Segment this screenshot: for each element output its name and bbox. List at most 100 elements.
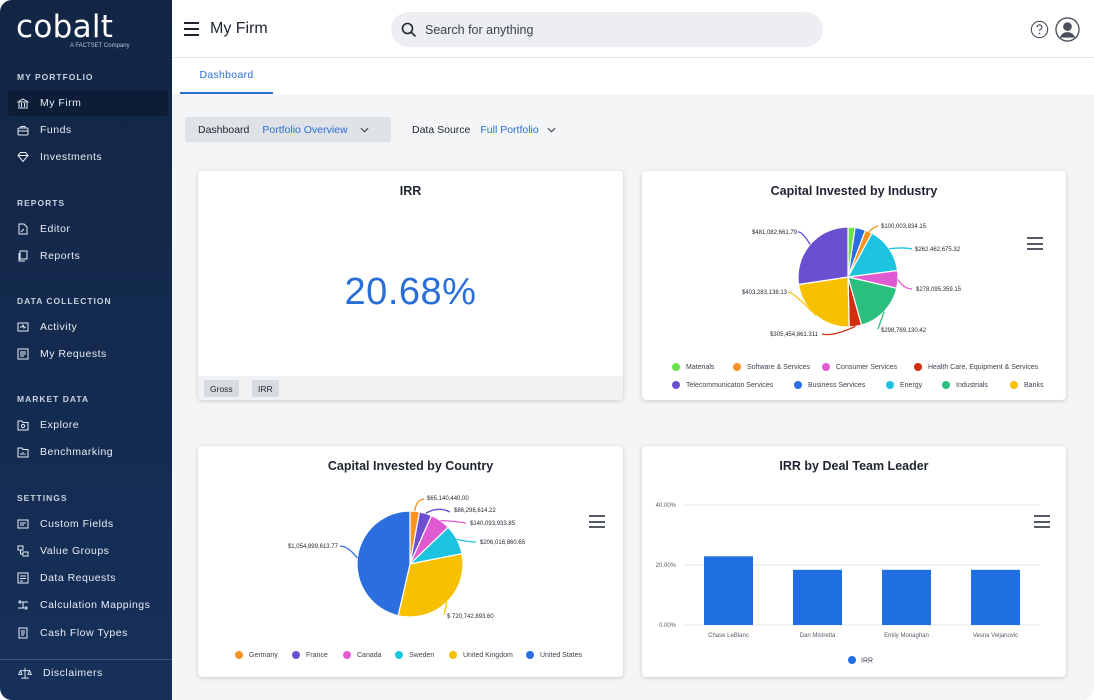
tab-dashboard[interactable]: Dashboard: [180, 58, 273, 94]
pie-slice-united-states[interactable]: [356, 510, 411, 617]
legend-item-energy[interactable]: Energy: [886, 381, 922, 389]
data-label-connector: [889, 247, 913, 250]
fields-icon: [17, 519, 29, 529]
help-icon[interactable]: [1030, 20, 1049, 39]
irr-card-title: IRR: [399, 184, 422, 198]
sidebar-item-disclaimers[interactable]: Disclaimers: [9, 660, 169, 686]
data-label-connector: [897, 279, 913, 290]
legend-label: Canada: [357, 651, 382, 659]
sidebar-item-investments[interactable]: Investments: [8, 144, 168, 170]
sidebar-item-label: Activity: [40, 321, 78, 333]
legend-label: United States: [540, 651, 583, 659]
sidebar-item-editor[interactable]: Editor: [8, 216, 168, 242]
user-avatar-icon[interactable]: [1055, 17, 1080, 42]
brand-name: cobalt: [16, 9, 114, 45]
legend-item-united-kingdom[interactable]: United Kingdom: [449, 651, 513, 659]
sidebar-item-label: Investments: [40, 151, 103, 163]
legend-dot: [914, 363, 922, 371]
pie-data-label: $86,298,614.22: [454, 508, 496, 514]
legend-item-canada[interactable]: Canada: [343, 651, 382, 659]
legend-dot: [672, 381, 680, 389]
legend-item-software-services[interactable]: Software & Services: [733, 363, 810, 371]
sidebar-item-activity[interactable]: Activity: [8, 314, 168, 340]
legend-dot: [526, 651, 534, 659]
x-tick-label: Chase LeBlanc: [708, 633, 749, 639]
sidebar-item-calculation-mappings[interactable]: Calculation Mappings: [8, 592, 168, 618]
sidebar-item-custom-fields[interactable]: Custom Fields: [8, 511, 168, 537]
sidebar-section-title: DATA COLLECTION: [17, 296, 112, 306]
pie-data-label: $262,462,675.32: [915, 247, 961, 253]
legend-label: Telecommunicaton Services: [686, 381, 774, 389]
legend-item-banks[interactable]: Banks: [1010, 381, 1043, 389]
dashboard-label: Dashboard: [198, 123, 250, 136]
legend-item-materials[interactable]: Materials: [672, 363, 714, 371]
legend-item-telecommunicaton-services[interactable]: Telecommunicaton Services: [672, 381, 773, 389]
bar-dan-mistretta[interactable]: [793, 569, 842, 625]
legend-dot: [395, 651, 403, 659]
legend-dot: [235, 651, 243, 659]
bar-chase-leblanc[interactable]: [704, 556, 753, 625]
search-input[interactable]: [425, 22, 805, 37]
legend-dot: [886, 381, 894, 389]
search-icon: [401, 22, 417, 37]
data-label-connector: [797, 231, 811, 245]
sidebar-item-reports[interactable]: Reports: [8, 243, 168, 269]
irr-chip[interactable]: IRR: [252, 380, 279, 397]
sidebar-item-explore[interactable]: Explore: [8, 412, 168, 438]
pie-data-label: $305,454,861.311: [770, 332, 819, 338]
chart-menu-icon[interactable]: [1034, 515, 1050, 528]
sidebar-divider: [0, 659, 172, 660]
gross-chip[interactable]: Gross: [204, 380, 239, 397]
bar-vesna-veljanovic[interactable]: [971, 569, 1020, 625]
irr-footer: Gross IRR: [198, 376, 623, 400]
legend-item-sweden[interactable]: Sweden: [395, 651, 434, 659]
legend-item-industrials[interactable]: Industrials: [942, 381, 988, 389]
legend-item-united-states[interactable]: United States: [526, 651, 582, 659]
sidebar-item-my-firm[interactable]: My Firm: [8, 90, 168, 116]
chevron-down-icon: [360, 127, 369, 133]
legend-label: Business Services: [808, 381, 866, 389]
leader-card: IRR by Deal Team Leader 0.00% 20.00% 40.00…: [642, 446, 1066, 677]
sidebar-item-cash-flow-types[interactable]: Cash Flow Types: [8, 620, 168, 646]
chart-menu-icon[interactable]: [1027, 237, 1043, 250]
irr-value: 20.68%: [344, 271, 477, 313]
legend-item-france[interactable]: France: [292, 651, 328, 659]
folder-chart-icon: [17, 447, 29, 458]
bar-emily-monaghan[interactable]: [882, 569, 931, 625]
data-label-connector: [787, 291, 817, 316]
hamburger-menu-icon[interactable]: [184, 22, 199, 36]
x-tick-label: Dan Mistretta: [800, 633, 836, 639]
sidebar-item-benchmarking[interactable]: Benchmarking: [8, 439, 168, 465]
activity-icon: [17, 322, 29, 332]
legend-item-consumer-services[interactable]: Consumer Services: [822, 363, 897, 371]
pie-slice-telecommunicaton-services[interactable]: [797, 226, 849, 286]
country-card-title: Capital Invested by Country: [327, 459, 494, 473]
brand-logo[interactable]: cobalt A FACTSET Company: [16, 9, 130, 49]
data-label-connector: [440, 519, 467, 524]
legend-dot: [343, 651, 351, 659]
legend-label: Health Care, Equipment & Services: [928, 363, 1039, 371]
data-source-selector[interactable]: Data Source Full Portfolio: [412, 117, 556, 142]
sidebar-item-label: Benchmarking: [40, 446, 114, 458]
pie-slice-banks[interactable]: [797, 276, 850, 328]
sidebar-item-data-requests[interactable]: Data Requests: [8, 565, 168, 591]
legend-item-health-care-equipment-services[interactable]: Health Care, Equipment & Services: [914, 363, 1038, 371]
sidebar-item-label: Calculation Mappings: [40, 599, 151, 611]
legend-item-irr[interactable]: IRR: [861, 658, 873, 665]
sidebar-item-my-requests[interactable]: My Requests: [8, 341, 168, 367]
pie-data-label: $278,095,359.15: [916, 287, 962, 293]
legend-item-germany[interactable]: Germany: [235, 651, 278, 659]
search-bar[interactable]: [391, 12, 823, 47]
legend-dot: [794, 381, 802, 389]
data-label-connector: [868, 225, 879, 233]
sidebar-item-value-groups[interactable]: Value Groups: [8, 538, 168, 564]
chart-menu-icon[interactable]: [589, 515, 605, 528]
data-label-connector: [456, 538, 477, 543]
dashboard-selector[interactable]: Dashboard Portfolio Overview: [185, 117, 391, 142]
legend-item-business-services[interactable]: Business Services: [794, 381, 865, 389]
tab-bar: Dashboard: [172, 57, 1094, 94]
sidebar-item-funds[interactable]: Funds: [8, 117, 168, 143]
list-icon: [17, 348, 29, 360]
country-pie-chart: $65,140,440.00 $86,298,614.22 $140,093,933…: [288, 496, 526, 620]
country-card: Capital Invested by Country $65,140,440.…: [198, 446, 623, 677]
